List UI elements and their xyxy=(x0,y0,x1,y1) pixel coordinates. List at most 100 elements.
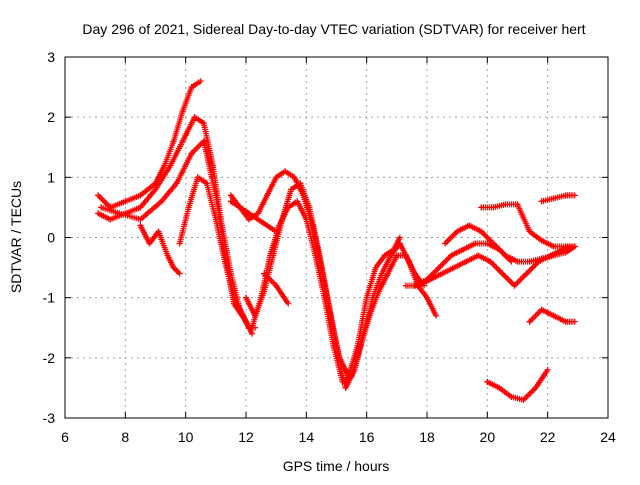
data-point xyxy=(285,300,292,307)
series-arc-6 xyxy=(227,168,403,379)
x-tick-label: 18 xyxy=(419,429,435,445)
data-point xyxy=(508,393,515,400)
data-point xyxy=(550,243,557,250)
data-point xyxy=(348,372,355,379)
data-point xyxy=(396,234,403,241)
y-tick-label: -3 xyxy=(43,410,56,426)
chart-title: Day 296 of 2021, Sidereal Day-to-day VTE… xyxy=(82,21,585,37)
data-point xyxy=(550,312,557,319)
data-point xyxy=(239,312,246,319)
data-point xyxy=(137,204,144,211)
data-point xyxy=(559,246,566,253)
data-point xyxy=(116,210,123,217)
x-tick-label: 14 xyxy=(299,429,315,445)
data-point xyxy=(502,201,509,208)
data-point xyxy=(538,198,545,205)
data-point xyxy=(155,228,162,235)
series-arc-5 xyxy=(176,174,256,337)
data-point xyxy=(424,294,430,301)
data-point xyxy=(384,270,391,277)
data-point xyxy=(330,342,337,349)
series-arc-3 xyxy=(98,138,249,325)
data-point xyxy=(366,312,373,319)
data-point xyxy=(511,282,518,289)
data-point xyxy=(221,258,228,265)
series-arc-16 xyxy=(526,306,578,325)
data-point xyxy=(523,270,530,277)
data-point xyxy=(478,228,485,235)
series-markers xyxy=(227,168,402,379)
data-point xyxy=(387,252,394,259)
data-point xyxy=(381,252,388,259)
data-point xyxy=(107,204,114,211)
data-point xyxy=(393,252,400,259)
data-point xyxy=(264,192,271,199)
data-point xyxy=(95,192,102,199)
data-point xyxy=(448,252,455,259)
data-point xyxy=(312,252,319,259)
series-arc-8 xyxy=(249,198,427,385)
x-axis-label: GPS time / hours xyxy=(283,458,390,474)
x-tick-label: 16 xyxy=(359,429,375,445)
series-markers xyxy=(538,192,576,205)
data-point xyxy=(276,222,283,229)
data-point xyxy=(137,216,144,223)
data-point xyxy=(164,252,171,259)
data-point xyxy=(185,204,192,211)
data-point xyxy=(200,138,207,145)
data-point xyxy=(170,264,177,271)
x-tick-label: 22 xyxy=(540,429,556,445)
data-point xyxy=(538,306,545,313)
data-point xyxy=(297,180,304,187)
data-point xyxy=(372,264,379,271)
data-point xyxy=(267,252,274,259)
data-point xyxy=(212,216,219,223)
data-point xyxy=(176,270,183,277)
data-point xyxy=(538,237,545,244)
y-tick-label: 3 xyxy=(47,49,55,65)
data-point xyxy=(484,378,491,385)
data-point xyxy=(303,216,310,223)
data-point xyxy=(170,138,177,145)
data-point xyxy=(487,258,494,265)
data-point xyxy=(288,186,295,193)
data-point xyxy=(173,180,180,187)
data-point xyxy=(475,252,482,259)
data-point xyxy=(463,258,470,265)
data-point xyxy=(396,240,403,247)
data-point xyxy=(526,228,533,235)
y-tick-label: 0 xyxy=(47,230,55,246)
data-point xyxy=(273,174,280,181)
series-markers xyxy=(484,368,550,403)
data-point xyxy=(236,204,243,211)
data-point xyxy=(439,270,446,277)
data-point xyxy=(197,78,204,85)
x-tick-label: 10 xyxy=(178,429,194,445)
data-point xyxy=(460,246,467,253)
data-point xyxy=(402,252,409,259)
series-arc-10 xyxy=(261,270,292,307)
data-point xyxy=(321,294,328,301)
data-point xyxy=(562,249,569,256)
series-arc-13 xyxy=(442,222,578,265)
data-point xyxy=(478,204,485,211)
data-layer xyxy=(95,78,578,403)
data-point xyxy=(249,330,256,337)
y-tick-label: 2 xyxy=(47,109,55,125)
data-point xyxy=(176,240,183,247)
data-point xyxy=(158,198,165,205)
data-point xyxy=(378,270,385,277)
y-tick-label: -1 xyxy=(43,290,56,306)
data-point xyxy=(188,150,195,157)
data-point xyxy=(194,174,201,181)
data-point xyxy=(182,132,189,139)
data-point xyxy=(532,384,539,391)
data-point xyxy=(442,240,449,247)
series-arc-9 xyxy=(227,198,280,235)
data-point xyxy=(188,84,195,91)
data-point xyxy=(137,192,144,199)
data-point xyxy=(137,222,144,229)
series-arc-4 xyxy=(137,222,183,277)
